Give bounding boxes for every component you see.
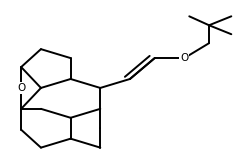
Text: O: O [180,53,188,63]
Text: O: O [17,83,25,93]
